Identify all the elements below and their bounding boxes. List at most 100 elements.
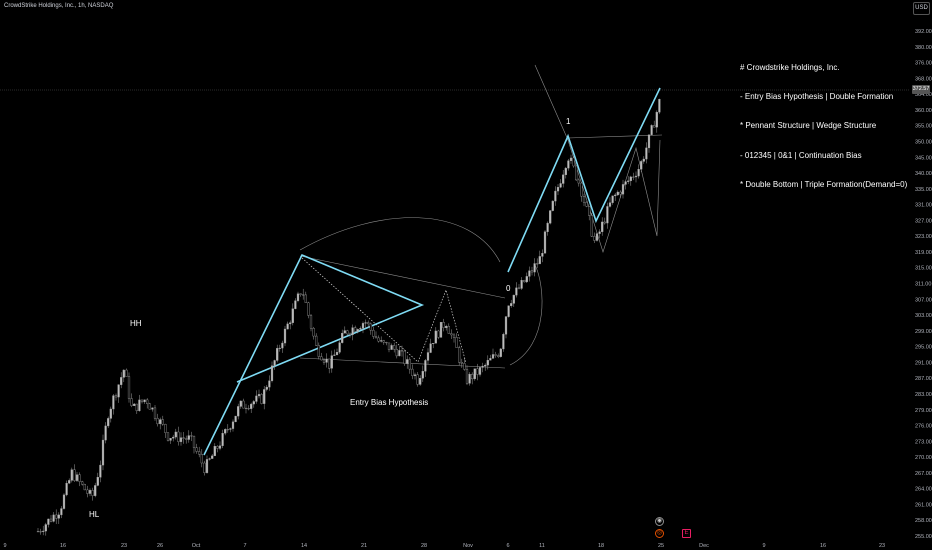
candle [276,344,279,363]
candle [68,478,71,485]
candle [585,200,588,208]
candle [250,402,253,413]
candle [416,372,419,387]
candle [611,195,614,205]
y-tick-label: 355.00 [915,124,932,130]
candle [582,193,586,207]
candle [629,175,632,186]
candle [166,432,170,442]
y-tick-label: 319.00 [915,250,932,256]
candle [312,326,315,340]
candle [530,266,534,276]
pennant-pattern [203,253,425,456]
candle [614,192,617,201]
candle [528,266,531,282]
candle [424,359,427,377]
dividend-event-icon[interactable]: ◉ [655,517,664,526]
candle [244,403,248,414]
candle [99,460,102,483]
candle [91,487,94,501]
candle [421,365,424,382]
candle [653,120,656,128]
note-line: - 012345 | 0&1 | Continuation Bias [740,150,862,160]
earnings-event-icon[interactable]: E [682,529,691,538]
candle [567,158,570,171]
x-tick-label: 21 [361,543,367,549]
candle [658,98,661,115]
symbol-title[interactable]: CrowdStrike Holdings, Inc., 1h, NASDAQ [4,3,114,9]
candle [637,164,640,179]
current-price-tag: 372.57 [912,85,930,94]
candle [140,399,144,404]
candle [455,333,458,348]
candle [252,400,255,408]
candle [62,493,66,510]
candle [88,488,92,497]
candle [367,320,370,329]
x-tick-label: 16 [820,543,826,549]
candle [86,485,89,498]
candle [608,197,612,208]
split-event-icon[interactable]: ◎ [655,529,664,538]
x-tick-label: 14 [301,543,307,549]
candle [489,354,492,361]
candle [44,522,47,536]
candle [237,403,240,420]
candle [580,181,583,202]
y-tick-label: 270.00 [915,455,932,461]
label-entry-bias: Entry Bias Hypothesis [350,398,428,407]
candle [109,406,112,423]
candle [94,482,97,498]
candle [624,180,627,190]
currency-button[interactable]: USD [913,2,930,15]
candle [36,528,40,533]
candle [650,124,653,136]
candle [218,441,222,451]
candle [569,154,573,164]
y-tick-label: 279.00 [915,408,932,414]
label-hh: HH [130,319,142,328]
x-tick-label: 9 [3,543,6,549]
candle [606,202,609,229]
candle [296,291,300,303]
candle [65,480,68,497]
candle [372,326,375,340]
candle [538,250,541,265]
y-tick-label: 345.00 [915,155,932,161]
candle [239,400,242,409]
candle [627,176,630,185]
candle [478,366,482,377]
candle [491,348,495,359]
candle [551,200,554,212]
candle [148,402,151,410]
y-tick-label: 364.00 [915,92,932,98]
candle [603,217,606,225]
candle [187,430,190,443]
candle [289,320,292,330]
y-tick-label: 350.00 [915,139,932,145]
candle [408,357,411,374]
candle [364,319,367,329]
candle [133,403,136,406]
x-tick-label: 7 [243,543,246,549]
candle [590,212,593,237]
candle [572,155,575,168]
candle [117,384,120,403]
candle [354,325,357,332]
y-tick-label: 261.00 [915,502,932,508]
candle [445,324,448,331]
y-tick-label: 283.00 [915,392,932,398]
candle [426,348,430,365]
price-axis: 392.00 380.00 376.00 368.00 364.00 360.00 355.… [915,29,932,540]
x-tick-label: 23 [121,543,127,549]
candle [120,372,123,389]
candle [512,294,515,307]
candle [595,232,599,242]
candle [205,455,209,474]
candle [60,506,63,519]
candle [385,341,388,346]
note-line: - Entry Bias Hypothesis | Double Formati… [740,91,894,101]
candle [406,355,409,369]
candle [224,428,227,436]
y-tick-label: 276.00 [915,424,932,430]
